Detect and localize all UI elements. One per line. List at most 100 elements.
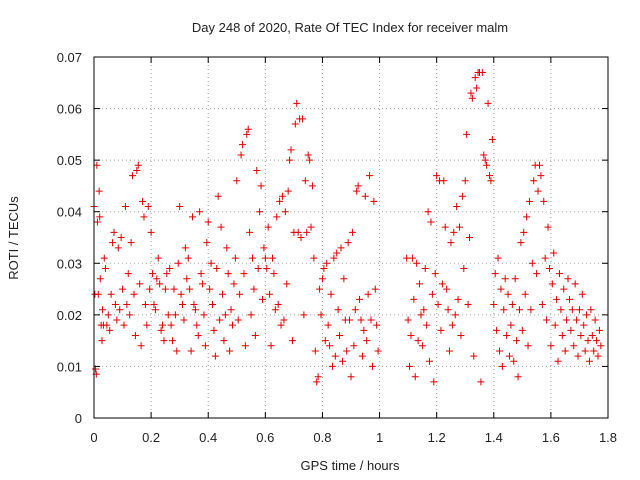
data-point [504,290,512,298]
data-point [468,94,476,102]
data-point [161,285,169,293]
data-point [424,208,432,216]
data-point [291,120,299,128]
data-point [181,244,189,252]
data-point [288,337,296,345]
data-point [303,228,311,236]
data-point [123,301,131,309]
data-point [480,151,488,159]
data-point [458,192,466,200]
data-point [366,172,374,180]
data-point [473,84,481,92]
data-point [274,301,282,309]
data-point [581,347,589,355]
data-point [406,362,414,370]
data-point [251,331,259,339]
x-tick-label: 1.4 [485,430,503,445]
data-point [525,197,533,205]
x-tick-labels: 0 0.2 0.4 0.6 0.8 1 1.2 1.4 1.6 1.8 [90,430,617,445]
data-point [461,177,469,185]
data-point [331,352,339,360]
data-point [96,213,104,221]
data-point [264,223,272,231]
data-point [545,264,553,272]
data-point [411,373,419,381]
data-point [337,244,345,252]
data-point [414,337,422,345]
data-point [267,342,275,350]
data-point [263,264,271,272]
data-point [220,337,228,345]
data-point [190,301,198,309]
data-point [343,347,351,355]
data-point [307,223,315,231]
data-point [101,264,109,272]
data-point [443,285,451,293]
data-point [456,223,464,231]
data-point [494,254,502,262]
data-point [457,331,465,339]
data-point [256,208,264,216]
data-point [544,223,552,231]
data-point [487,177,495,185]
data-point [124,270,132,278]
data-point [373,321,381,329]
data-point [134,161,142,169]
data-point [446,347,454,355]
data-point [298,115,306,123]
data-point [147,228,155,236]
data-point [346,316,354,324]
data-point [211,352,219,360]
data-point [534,187,542,195]
data-point [253,166,261,174]
data-point [200,311,208,319]
data-point [558,331,566,339]
data-point [354,182,362,190]
data-point [348,228,356,236]
data-point [527,306,535,314]
data-point [563,316,571,324]
data-point [467,89,475,97]
data-point [137,342,145,350]
data-point [297,234,305,241]
data-point [194,331,202,339]
data-point [568,306,576,314]
data-point [590,347,598,355]
data-point [320,264,328,272]
data-point [96,275,104,283]
y-tick-label: 0.05 [57,153,82,168]
data-point [268,254,276,262]
data-point [131,331,139,339]
y-tick-label: 0.03 [57,256,82,271]
data-point [338,357,346,365]
data-point [503,331,511,339]
data-point [260,244,268,252]
data-point [109,239,117,247]
data-point [535,161,543,169]
data-point [139,197,147,205]
data-point [191,306,199,314]
data-point [244,125,252,133]
data-point [104,311,112,319]
data-point [334,306,342,314]
data-point [353,187,361,195]
data-point [133,166,141,174]
data-point [433,172,441,180]
data-point [111,301,119,309]
data-point [543,316,551,324]
data-point [326,342,334,350]
data-point [470,352,478,360]
data-point [577,331,585,339]
data-point [587,306,595,314]
data-point [136,280,144,288]
data-point [560,285,568,293]
data-point [197,270,205,278]
data-point [485,172,493,180]
data-point [437,326,445,334]
data-point [217,223,225,231]
data-point [294,228,302,236]
data-point [460,264,468,272]
data-point [367,316,375,324]
data-point [520,228,528,236]
data-point [226,347,234,355]
